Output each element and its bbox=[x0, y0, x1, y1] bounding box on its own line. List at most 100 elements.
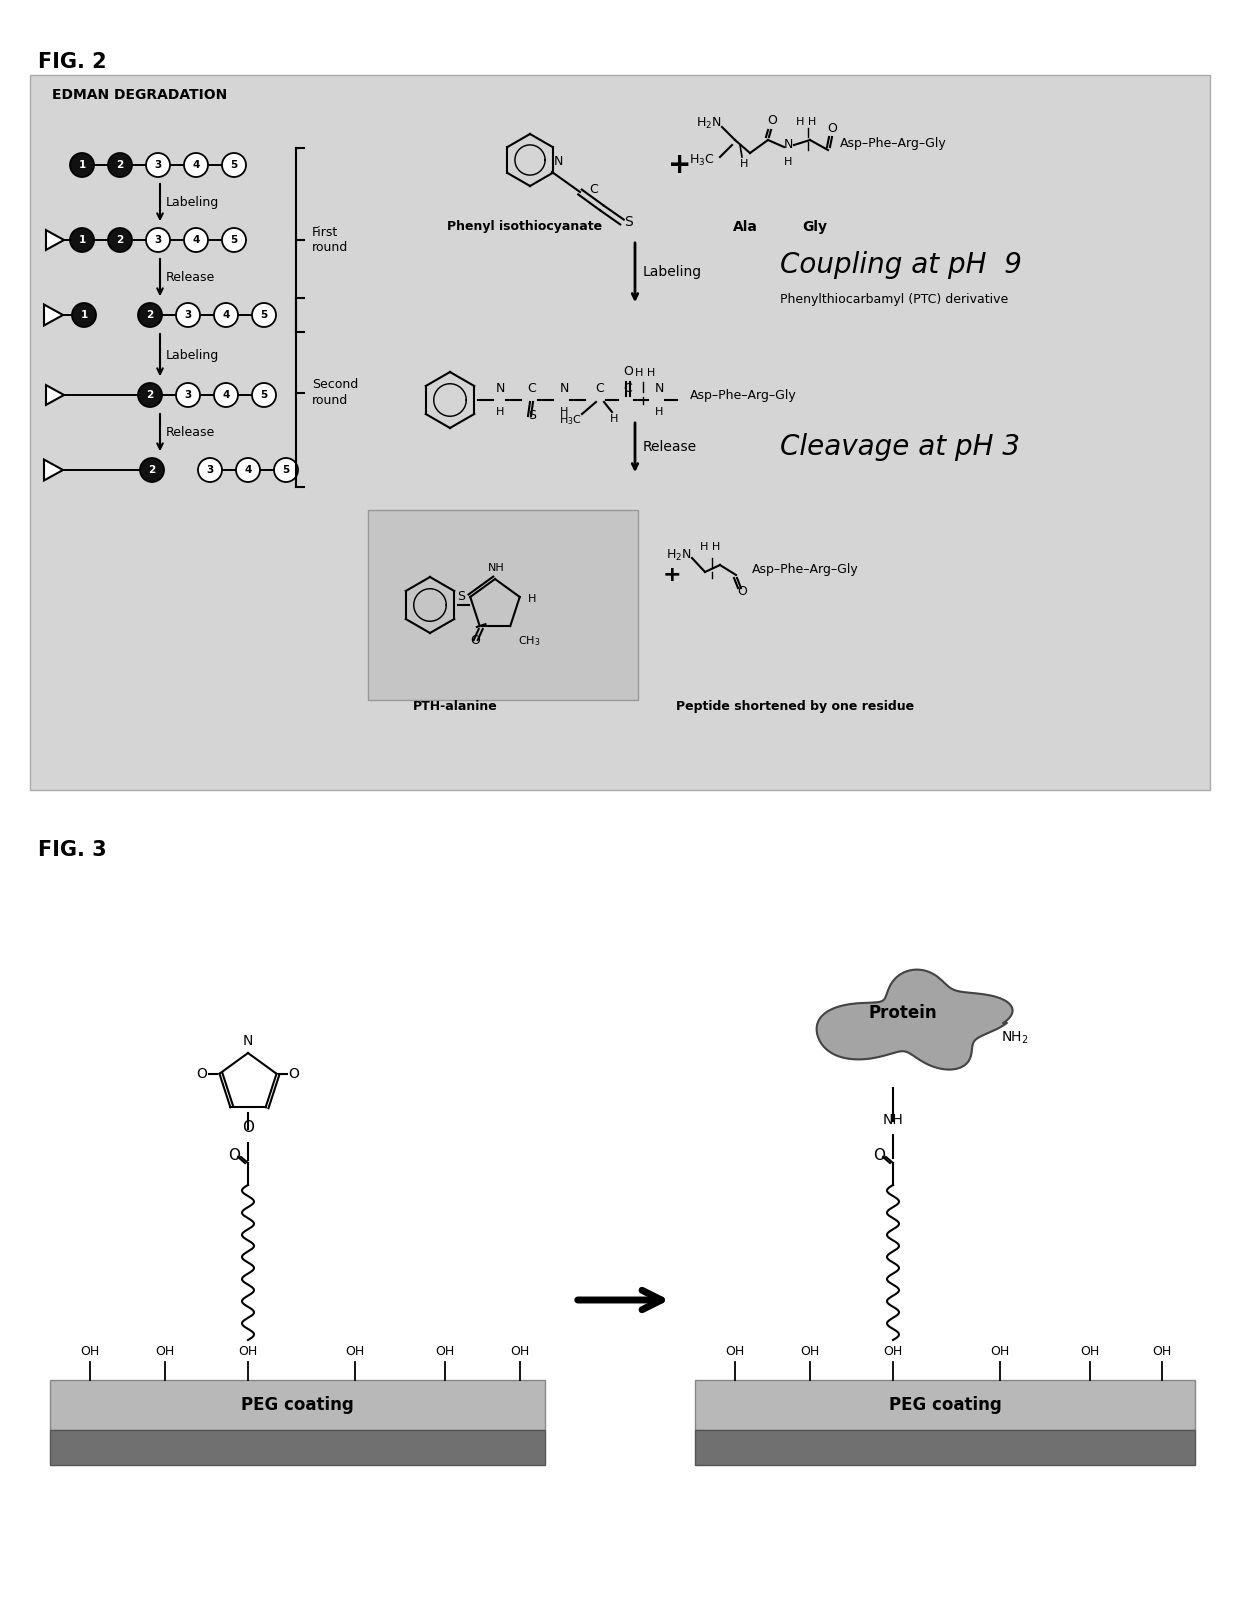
Text: H$_3$C: H$_3$C bbox=[559, 414, 582, 427]
FancyBboxPatch shape bbox=[50, 1380, 546, 1430]
Polygon shape bbox=[46, 385, 64, 404]
Text: Coupling at pH  9: Coupling at pH 9 bbox=[780, 252, 1022, 279]
Text: OH: OH bbox=[883, 1345, 903, 1358]
Text: OH: OH bbox=[800, 1345, 820, 1358]
Text: 1: 1 bbox=[81, 310, 88, 320]
Circle shape bbox=[138, 304, 162, 326]
Text: PEG coating: PEG coating bbox=[241, 1396, 353, 1414]
Text: 3: 3 bbox=[185, 390, 192, 399]
Text: Asp–Phe–Arg–Gly: Asp–Phe–Arg–Gly bbox=[839, 136, 947, 149]
Text: H$_2$N: H$_2$N bbox=[666, 547, 692, 563]
Text: N: N bbox=[559, 381, 569, 394]
Text: O: O bbox=[242, 1120, 254, 1134]
Text: H H: H H bbox=[699, 542, 720, 552]
Text: 2: 2 bbox=[117, 161, 124, 170]
Circle shape bbox=[138, 383, 162, 407]
Text: 1: 1 bbox=[78, 161, 86, 170]
Text: O: O bbox=[228, 1147, 241, 1162]
Text: Asp–Phe–Arg–Gly: Asp–Phe–Arg–Gly bbox=[751, 563, 859, 576]
Circle shape bbox=[108, 227, 131, 252]
Text: CH$_3$: CH$_3$ bbox=[518, 635, 541, 648]
Circle shape bbox=[236, 458, 260, 482]
Text: Second
round: Second round bbox=[312, 378, 358, 406]
Polygon shape bbox=[46, 230, 64, 250]
Circle shape bbox=[176, 304, 200, 326]
Text: N: N bbox=[784, 138, 792, 151]
Text: H$_3$C: H$_3$C bbox=[689, 153, 715, 167]
Text: Labeling: Labeling bbox=[644, 265, 702, 279]
Text: H: H bbox=[610, 414, 619, 424]
Circle shape bbox=[222, 227, 246, 252]
Text: 2: 2 bbox=[149, 466, 156, 476]
Text: OH: OH bbox=[725, 1345, 745, 1358]
Text: 2: 2 bbox=[146, 310, 154, 320]
Text: 2: 2 bbox=[146, 390, 154, 399]
Text: Labeling: Labeling bbox=[166, 196, 219, 209]
Text: OH: OH bbox=[238, 1345, 258, 1358]
Text: 1: 1 bbox=[78, 235, 86, 245]
Circle shape bbox=[140, 458, 164, 482]
Text: O: O bbox=[737, 584, 746, 597]
Text: 3: 3 bbox=[154, 235, 161, 245]
Text: 3: 3 bbox=[154, 161, 161, 170]
Circle shape bbox=[69, 227, 94, 252]
Circle shape bbox=[184, 153, 208, 177]
Text: C: C bbox=[528, 381, 537, 394]
Text: S: S bbox=[528, 409, 536, 422]
Text: NH: NH bbox=[883, 1113, 904, 1126]
Text: Peptide shortened by one residue: Peptide shortened by one residue bbox=[676, 700, 914, 712]
Text: O: O bbox=[470, 635, 480, 648]
Text: H: H bbox=[655, 407, 663, 417]
Circle shape bbox=[176, 383, 200, 407]
FancyBboxPatch shape bbox=[30, 75, 1210, 790]
FancyBboxPatch shape bbox=[694, 1380, 1195, 1430]
Text: 5: 5 bbox=[231, 235, 238, 245]
Polygon shape bbox=[43, 305, 63, 326]
Text: 5: 5 bbox=[260, 390, 268, 399]
Text: 4: 4 bbox=[222, 310, 229, 320]
Text: Release: Release bbox=[166, 425, 216, 438]
Text: H H: H H bbox=[635, 368, 655, 378]
Text: 5: 5 bbox=[231, 161, 238, 170]
Text: +: + bbox=[668, 151, 692, 179]
Text: OH: OH bbox=[991, 1345, 1009, 1358]
Text: PTH-alanine: PTH-alanine bbox=[413, 700, 497, 712]
Text: 3: 3 bbox=[206, 466, 213, 476]
Text: +: + bbox=[662, 565, 681, 584]
Text: S: S bbox=[624, 214, 632, 229]
Text: C: C bbox=[624, 381, 632, 394]
Circle shape bbox=[184, 227, 208, 252]
Polygon shape bbox=[817, 969, 1013, 1070]
Text: H: H bbox=[528, 594, 536, 604]
Text: H: H bbox=[496, 407, 505, 417]
Circle shape bbox=[146, 153, 170, 177]
Text: Release: Release bbox=[166, 271, 216, 284]
Text: C: C bbox=[590, 183, 599, 196]
Circle shape bbox=[274, 458, 298, 482]
Text: O: O bbox=[197, 1066, 207, 1081]
Text: N: N bbox=[243, 1034, 253, 1048]
Text: H H: H H bbox=[796, 117, 816, 127]
Text: 5: 5 bbox=[283, 466, 290, 476]
Circle shape bbox=[69, 153, 94, 177]
Text: EDMAN DEGRADATION: EDMAN DEGRADATION bbox=[52, 88, 227, 102]
Text: 3: 3 bbox=[185, 310, 192, 320]
Text: O: O bbox=[827, 122, 837, 135]
Text: OH: OH bbox=[81, 1345, 99, 1358]
Text: H: H bbox=[740, 159, 748, 169]
Text: 4: 4 bbox=[222, 390, 229, 399]
Text: N: N bbox=[495, 381, 505, 394]
Text: Gly: Gly bbox=[802, 221, 827, 234]
Text: N: N bbox=[655, 381, 663, 394]
Text: OH: OH bbox=[511, 1345, 529, 1358]
FancyBboxPatch shape bbox=[694, 1430, 1195, 1466]
Text: Ala: Ala bbox=[733, 221, 758, 234]
Text: H: H bbox=[784, 157, 792, 167]
Text: OH: OH bbox=[346, 1345, 365, 1358]
Text: C: C bbox=[595, 381, 604, 394]
Text: Labeling: Labeling bbox=[166, 349, 219, 362]
Text: O: O bbox=[768, 114, 777, 127]
Polygon shape bbox=[43, 459, 63, 480]
FancyBboxPatch shape bbox=[50, 1430, 546, 1466]
Circle shape bbox=[108, 153, 131, 177]
